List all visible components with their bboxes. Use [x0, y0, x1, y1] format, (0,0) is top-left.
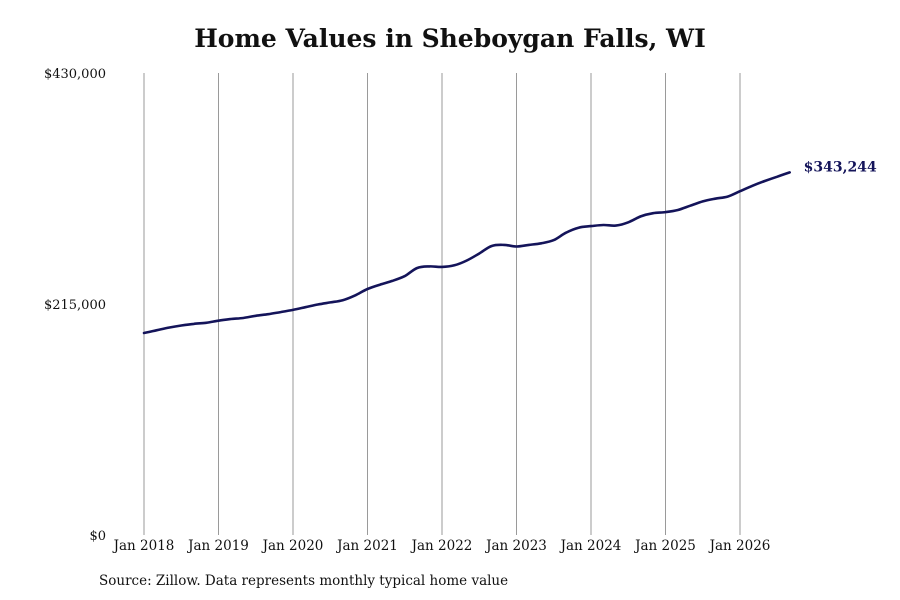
x-tick-label: Jan 2025 — [633, 538, 696, 554]
x-tick-label: Jan 2019 — [186, 538, 249, 554]
x-tick-label: Jan 2020 — [261, 538, 324, 554]
end-value-label: $343,244 — [804, 159, 877, 175]
x-tick-label: Jan 2026 — [708, 538, 771, 554]
series-line — [142, 171, 791, 335]
x-tick-label: Jan 2023 — [484, 538, 547, 554]
x-tick-label: Jan 2021 — [335, 538, 398, 554]
x-tick-label: Jan 2022 — [410, 538, 473, 554]
y-tick-label: $215,000 — [44, 298, 106, 313]
x-tick-label: Jan 2024 — [559, 538, 622, 554]
y-tick-label: $430,000 — [44, 67, 106, 82]
source-note: Source: Zillow. Data represents monthly … — [99, 573, 509, 589]
x-tick-label: Jan 2018 — [112, 538, 175, 554]
y-tick-label: $0 — [89, 529, 106, 544]
chart-title: Home Values in Sheboygan Falls, WI — [194, 24, 706, 53]
